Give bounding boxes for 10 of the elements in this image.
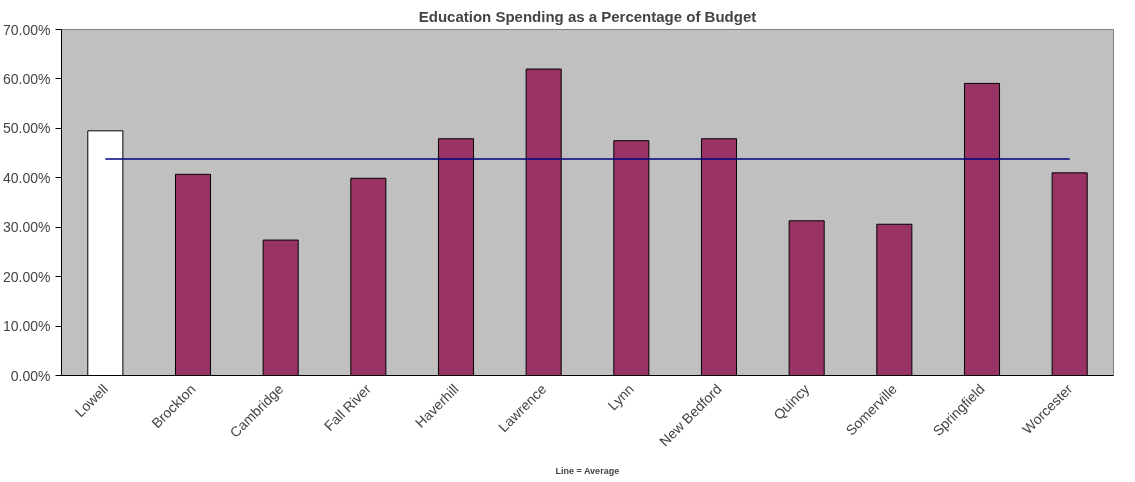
chart-title: Education Spending as a Percentage of Budget [418,7,757,25]
text: Line = Average [555,465,620,476]
y-tick-label: 50.00% [3,120,51,137]
y-tick-label: 60.00% [3,70,51,87]
y-tick-label: 70.00% [3,21,51,38]
y-tick-label: 10.00% [3,318,51,335]
y-tick-label: 40.00% [3,169,51,186]
y-tick-label: 20.00% [3,268,51,285]
y-tick-label: 0.00% [10,367,51,384]
y-tick-label: 30.00% [3,219,51,236]
